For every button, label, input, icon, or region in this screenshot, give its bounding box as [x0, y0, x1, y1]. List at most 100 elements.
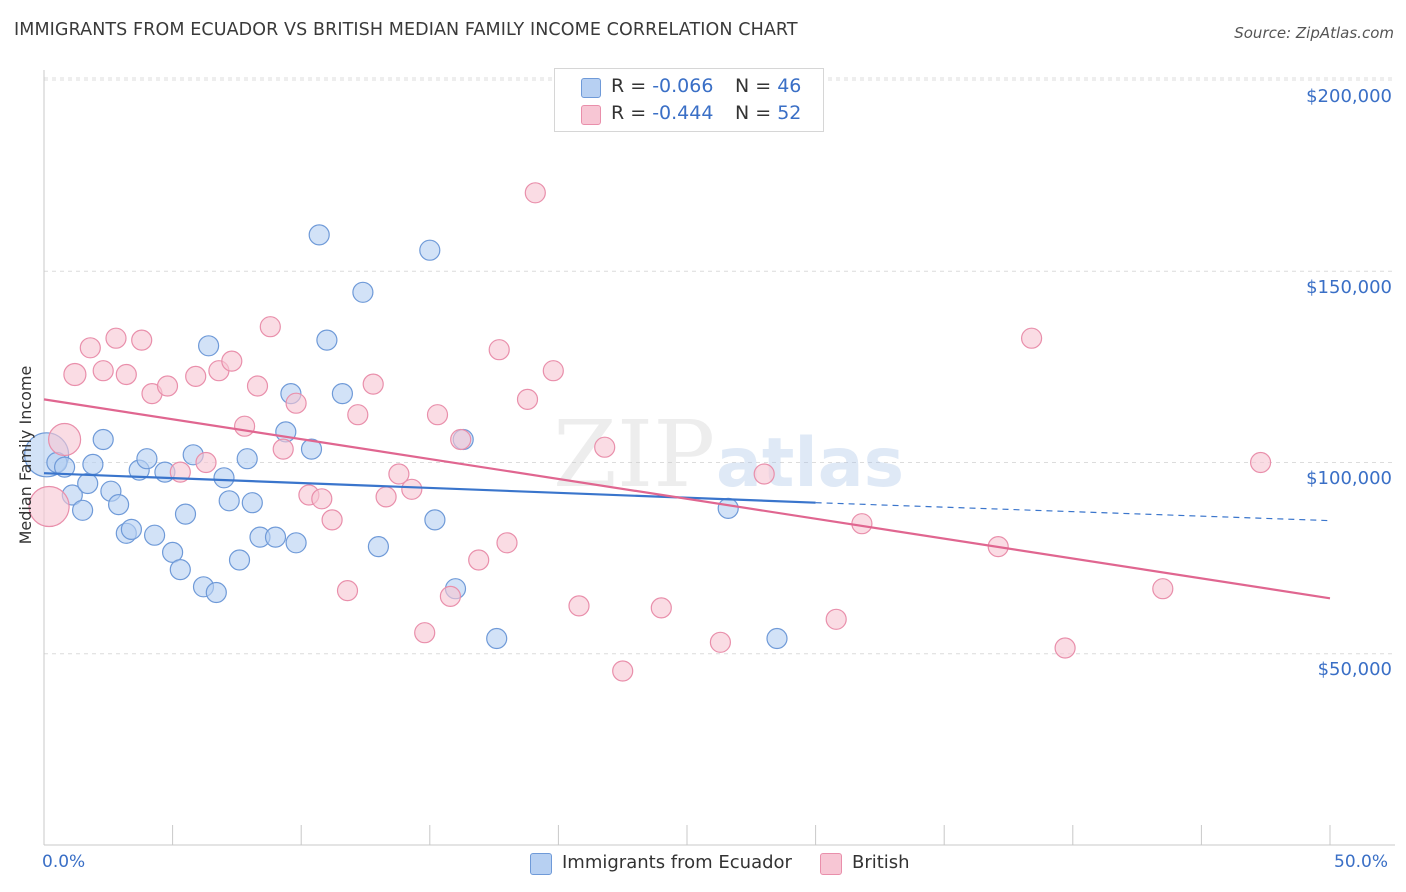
legend-n-value: 46 — [777, 75, 802, 97]
x-tick-label-max: 50.0% — [1334, 852, 1389, 872]
data-point — [362, 373, 384, 395]
trend-line-british — [43, 398, 1331, 600]
data-point — [115, 363, 137, 386]
data-point — [709, 631, 732, 653]
data-point — [825, 608, 847, 630]
data-point — [753, 463, 775, 485]
data-point — [236, 448, 258, 470]
data-point — [92, 428, 114, 451]
data-point — [221, 350, 243, 372]
legend-r-value: -0.066 — [652, 75, 714, 97]
data-point — [496, 532, 518, 554]
watermark-zip: ZIP — [553, 401, 715, 508]
data-point — [285, 532, 307, 554]
data-point — [205, 581, 227, 604]
data-point — [259, 316, 281, 338]
data-point — [198, 335, 220, 357]
data-point — [1152, 578, 1174, 600]
data-point — [717, 497, 739, 519]
y-axis-label: Median Family Income — [16, 365, 35, 545]
data-point — [169, 558, 191, 581]
legend-r-ecuador: R = -0.066 — [611, 75, 713, 97]
data-point — [352, 281, 374, 303]
data-point — [241, 492, 263, 514]
data-point — [47, 422, 82, 457]
data-point — [468, 549, 490, 571]
data-point — [136, 448, 158, 470]
y-tick-label-100000: $100,000 — [1306, 468, 1392, 489]
data-point — [650, 597, 672, 619]
data-point — [424, 509, 446, 531]
data-point — [388, 463, 410, 485]
trend-lines — [43, 398, 1331, 600]
data-point — [414, 622, 436, 644]
data-point — [594, 436, 616, 458]
legend-swatch-british — [581, 105, 601, 125]
data-point — [568, 595, 590, 617]
legend-n-british: N = 52 — [735, 102, 801, 124]
source-label: Source: ZipAtlas.com — [1234, 24, 1394, 42]
data-point — [367, 535, 389, 558]
data-point — [156, 375, 179, 397]
data-point — [63, 362, 87, 387]
correlation-legend: R = -0.066 N = 46 R = -0.444 N = 52 — [554, 68, 824, 132]
data-point — [272, 438, 294, 460]
legend-r-british: R = -0.444 — [611, 102, 713, 124]
legend-n-label: N = — [735, 75, 778, 97]
data-point — [542, 360, 564, 382]
data-point — [79, 337, 101, 359]
data-point — [144, 524, 166, 546]
series-legend: Immigrants from Ecuador British — [0, 850, 1406, 880]
data-point — [516, 388, 539, 410]
y-tick-label-50000: $50,000 — [1317, 659, 1392, 680]
data-point — [612, 660, 634, 682]
legend-n-label: N = — [735, 102, 778, 124]
data-point — [375, 486, 397, 508]
series-british-points — [28, 182, 1272, 682]
data-point — [347, 404, 369, 426]
data-point — [53, 456, 76, 478]
data-point — [308, 224, 330, 246]
legend-r-label: R = — [611, 75, 653, 97]
data-point — [77, 472, 99, 495]
data-point — [218, 490, 240, 512]
data-point — [169, 461, 191, 483]
legend-r-label: R = — [611, 102, 653, 124]
data-point — [488, 339, 510, 361]
data-point — [195, 451, 217, 474]
legend-swatch-british — [820, 853, 842, 875]
data-point — [331, 383, 353, 405]
data-point — [71, 499, 94, 521]
x-tick-label-min: 0.0% — [42, 852, 86, 872]
data-point — [316, 329, 338, 351]
legend-swatch-ecuador — [581, 78, 601, 98]
data-point — [105, 327, 127, 349]
data-point — [419, 239, 441, 261]
data-point — [1249, 451, 1272, 474]
data-point — [28, 485, 70, 528]
data-point — [766, 627, 788, 650]
data-point — [120, 518, 142, 541]
axes — [43, 70, 1395, 846]
data-point — [107, 494, 130, 516]
y-tick-label-200000: $200,000 — [1306, 86, 1392, 107]
data-point — [426, 404, 449, 426]
data-point — [228, 549, 251, 571]
data-point — [285, 392, 307, 414]
watermark-atlas: atlas — [716, 424, 904, 503]
legend-n-value: 52 — [777, 102, 802, 124]
data-point — [311, 488, 333, 510]
data-point — [234, 415, 256, 437]
legend-label-british: British — [852, 852, 910, 873]
data-point — [264, 526, 287, 548]
chart-title: IMMIGRANTS FROM ECUADOR VS BRITISH MEDIA… — [14, 20, 798, 40]
data-point — [92, 360, 114, 382]
data-point — [524, 182, 546, 204]
y-tick-label-150000: $150,000 — [1306, 277, 1392, 298]
data-point — [321, 509, 343, 531]
data-points — [23, 182, 1272, 682]
series-ecuador-points — [23, 224, 788, 650]
trend-line-ecuador-extension — [815, 502, 1331, 522]
data-point — [131, 329, 153, 351]
legend-n-ecuador: N = 46 — [735, 75, 801, 97]
